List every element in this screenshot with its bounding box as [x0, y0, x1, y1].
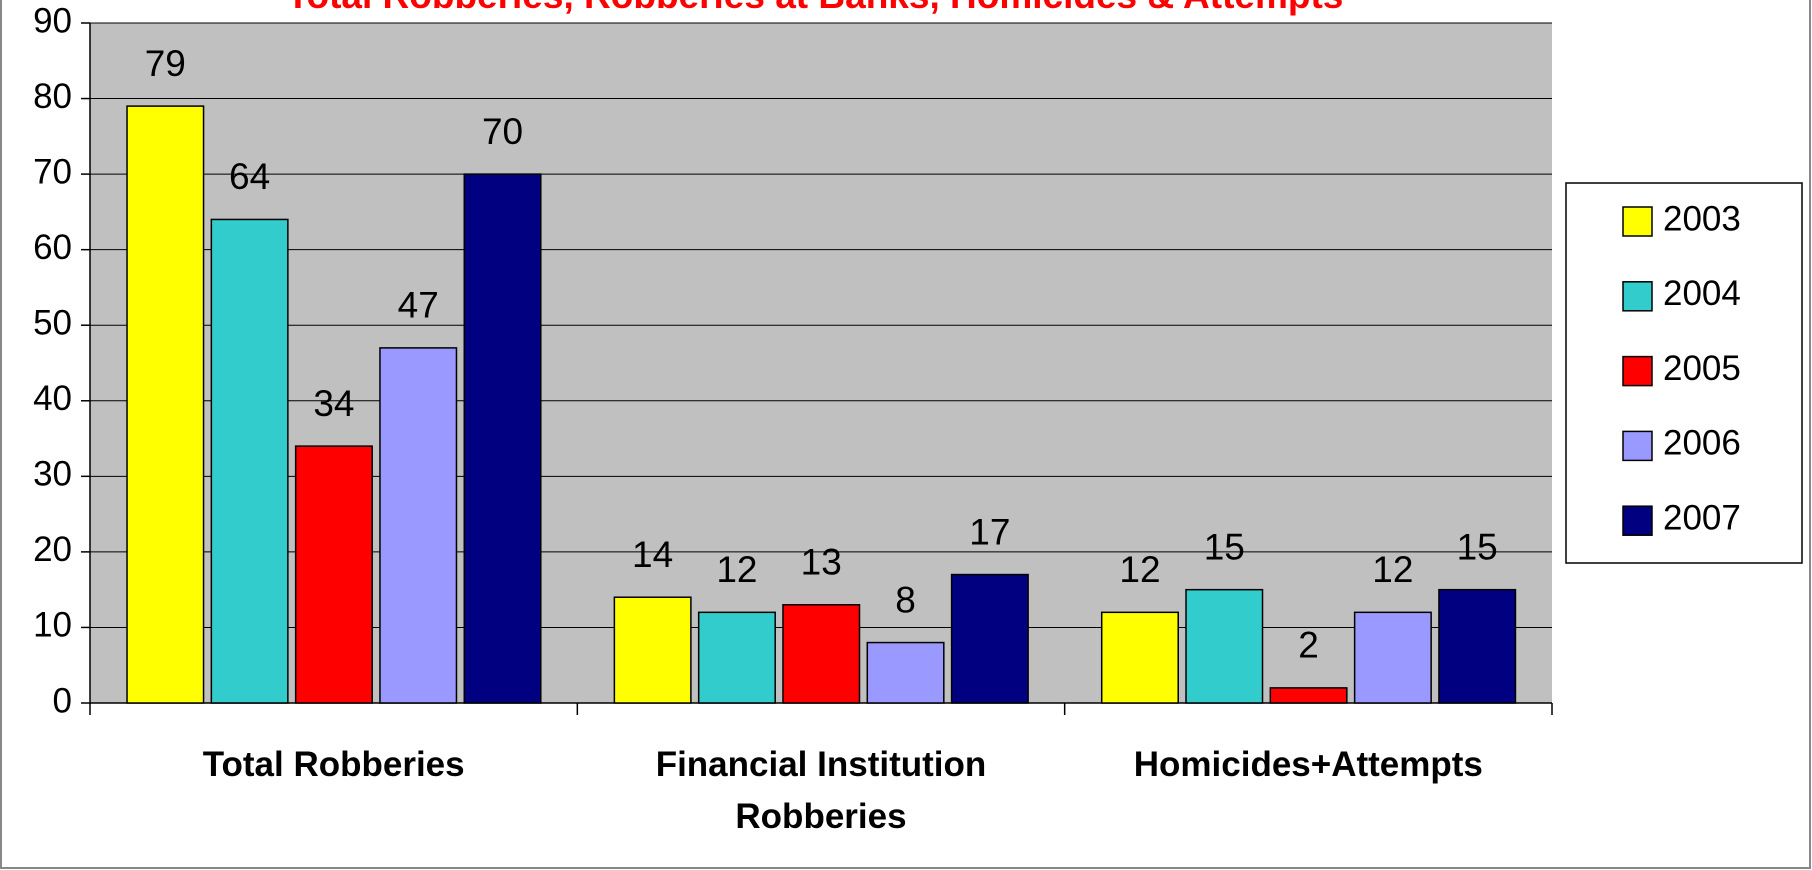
legend-label: 2006 — [1663, 424, 1741, 463]
bar — [379, 347, 458, 704]
bar — [697, 611, 776, 704]
y-tick-label: 40 — [33, 379, 72, 418]
y-tick-label: 80 — [33, 77, 72, 116]
legend-label: 2003 — [1663, 199, 1741, 238]
data-label: 2 — [1298, 625, 1319, 666]
data-label: 79 — [145, 43, 186, 84]
legend-label: 2007 — [1663, 498, 1741, 537]
y-tick-label: 90 — [33, 1, 72, 40]
bar — [782, 604, 861, 704]
bar — [463, 173, 542, 704]
bar — [866, 641, 945, 704]
legend-swatch — [1622, 281, 1653, 312]
data-label: 15 — [1204, 526, 1245, 567]
x-tick-label: Total Robberies — [202, 745, 465, 784]
data-label: 14 — [632, 534, 673, 575]
legend-label: 2004 — [1663, 274, 1741, 313]
bar — [1185, 588, 1264, 704]
y-tick-label: 70 — [33, 152, 72, 191]
data-label: 12 — [716, 549, 757, 590]
data-label: 70 — [482, 111, 523, 152]
chart-title: Total Robberies, Robberies at Banks, Hom… — [287, 0, 1344, 16]
y-tick-label: 50 — [33, 303, 72, 342]
bar — [1100, 611, 1179, 704]
legend-box — [1565, 182, 1803, 564]
x-tick-label: Financial Institution Robberies — [655, 745, 987, 836]
bar — [1438, 588, 1517, 704]
bar — [1269, 687, 1348, 704]
bar — [1353, 611, 1432, 704]
data-label: 15 — [1457, 526, 1498, 567]
data-label: 13 — [801, 542, 842, 583]
data-label: 12 — [1119, 549, 1160, 590]
legend-swatch — [1622, 505, 1653, 536]
legend-swatch — [1622, 355, 1653, 387]
data-label: 47 — [398, 285, 439, 326]
bar — [294, 445, 373, 704]
legend-swatch — [1622, 430, 1653, 462]
y-tick-label: 10 — [33, 606, 72, 645]
data-label: 64 — [229, 156, 270, 197]
bar — [210, 218, 289, 704]
bar — [613, 596, 692, 704]
bar — [950, 573, 1029, 704]
y-tick-label: 60 — [33, 228, 72, 267]
data-label: 8 — [895, 579, 916, 620]
y-tick-label: 30 — [33, 455, 72, 494]
data-label: 34 — [313, 383, 354, 424]
data-label: 12 — [1372, 549, 1413, 590]
x-tick-label: Homicides+Attempts — [1133, 745, 1483, 784]
legend-swatch — [1622, 206, 1653, 237]
y-tick-label: 0 — [53, 681, 72, 720]
data-label: 17 — [969, 511, 1010, 552]
legend-label: 2005 — [1663, 349, 1741, 388]
bar — [126, 105, 205, 704]
y-tick-label: 20 — [33, 530, 72, 569]
